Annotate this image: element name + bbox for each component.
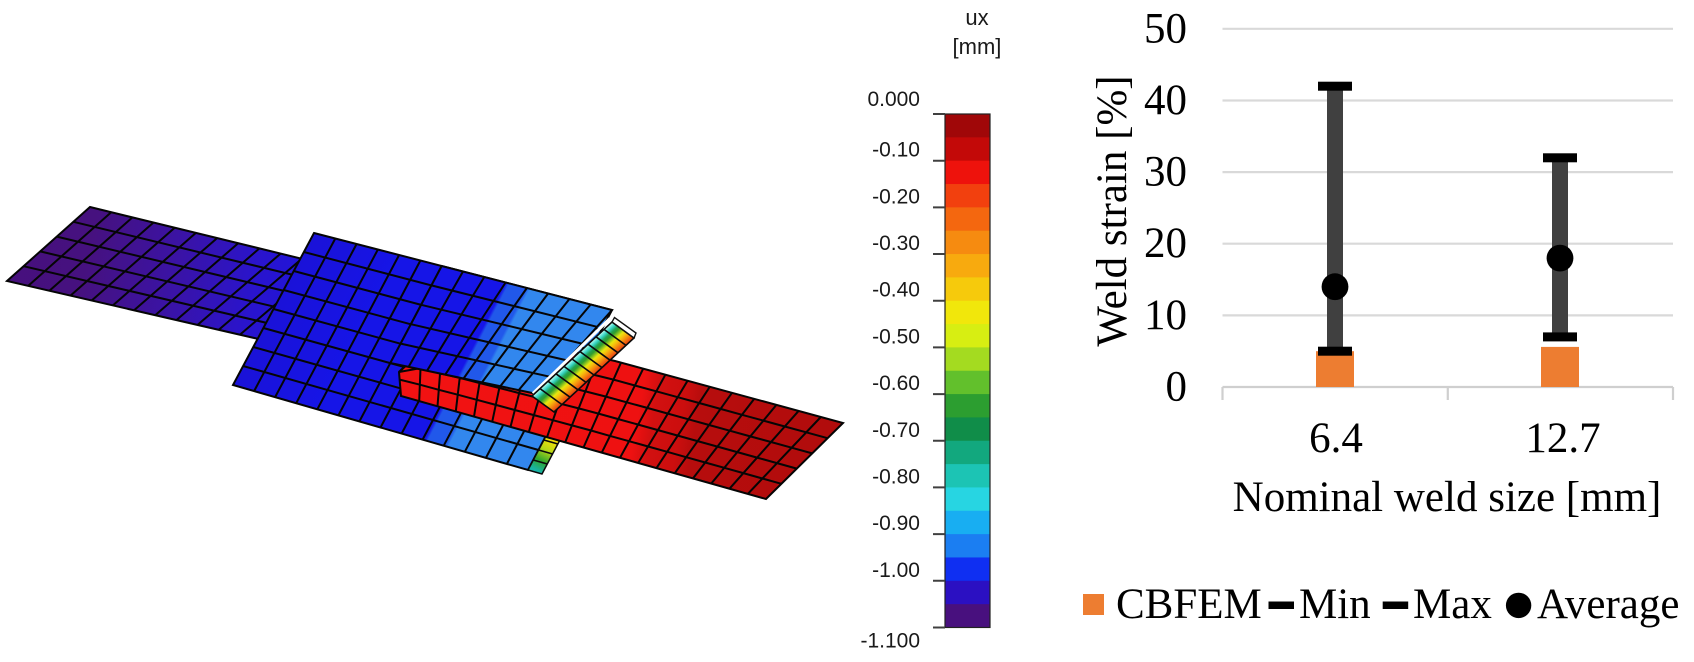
svg-text:12.7: 12.7 [1525, 415, 1600, 462]
svg-text:Max: Max [1413, 581, 1492, 628]
svg-text:-1.00: -1.00 [872, 559, 920, 582]
svg-text:Average: Average [1537, 581, 1679, 628]
svg-text:50: 50 [1144, 5, 1187, 52]
svg-text:20: 20 [1144, 220, 1187, 267]
svg-text:-0.90: -0.90 [872, 512, 920, 535]
svg-text:ux: ux [965, 5, 988, 30]
svg-text:6.4: 6.4 [1309, 415, 1363, 462]
svg-text:[mm]: [mm] [953, 34, 1002, 59]
svg-text:10: 10 [1144, 292, 1187, 339]
svg-text:0: 0 [1166, 364, 1188, 411]
svg-text:CBFEM: CBFEM [1116, 581, 1262, 628]
svg-text:-0.10: -0.10 [872, 139, 920, 162]
svg-text:Nominal weld size [mm]: Nominal weld size [mm] [1233, 474, 1662, 521]
svg-text:40: 40 [1144, 77, 1187, 124]
svg-text:-0.60: -0.60 [872, 372, 920, 395]
svg-text:Weld strain [%]: Weld strain [%] [1089, 75, 1136, 346]
svg-text:-0.70: -0.70 [872, 419, 920, 442]
svg-text:-0.20: -0.20 [872, 185, 920, 208]
svg-text:0.000: 0.000 [867, 88, 920, 111]
svg-text:-1.100: -1.100 [860, 630, 920, 653]
svg-text:-0.80: -0.80 [872, 465, 920, 488]
svg-text:-0.30: -0.30 [872, 232, 920, 255]
svg-text:-0.50: -0.50 [872, 325, 920, 348]
svg-text:Min: Min [1299, 581, 1371, 628]
svg-text:30: 30 [1144, 149, 1187, 196]
svg-text:-0.40: -0.40 [872, 279, 920, 302]
